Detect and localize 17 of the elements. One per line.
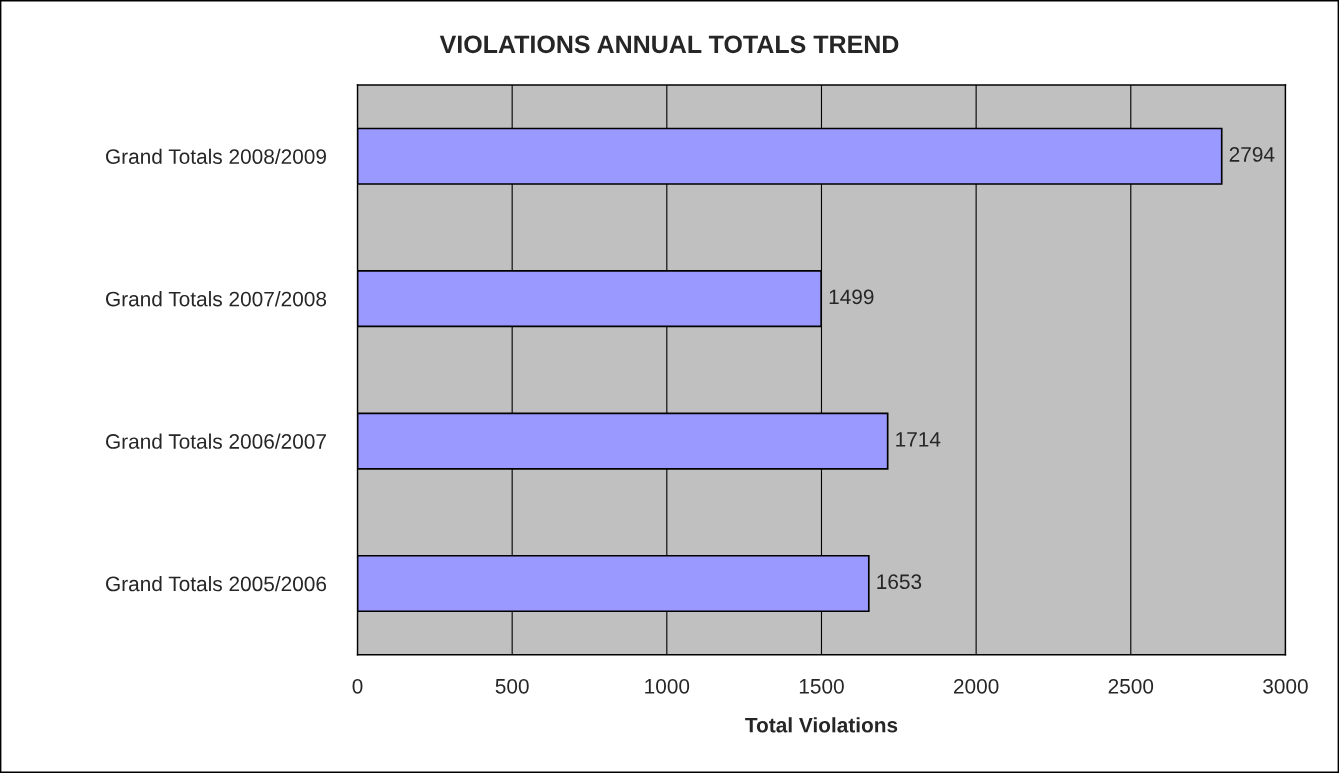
x-tick-label: 500 [495,678,529,694]
y-tick-label: Grand Totals 2006/2007 [106,433,326,449]
chart-title: VIOLATIONS ANNUAL TOTALS TREND [439,35,899,54]
x-axis-title: Total Violations [745,717,898,733]
x-tick-label: 1500 [799,678,844,694]
y-tick-label: Grand Totals 2007/2008 [106,291,327,307]
x-tick-label: 1000 [645,678,690,694]
x-tick-label: 2000 [954,678,999,694]
data-label: 2794 [1229,147,1275,162]
data-label: 1499 [829,289,874,305]
y-tick-label: Grand Totals 2005/2006 [106,575,327,592]
x-tick-label: 2500 [1108,678,1154,694]
y-tick-label: Grand Totals 2008/2009 [106,148,326,164]
data-label: 1653 [877,574,922,590]
data-label: 1714 [896,432,941,447]
x-tick-label: 0 [352,678,363,694]
x-tick-label: 3000 [1263,678,1308,694]
